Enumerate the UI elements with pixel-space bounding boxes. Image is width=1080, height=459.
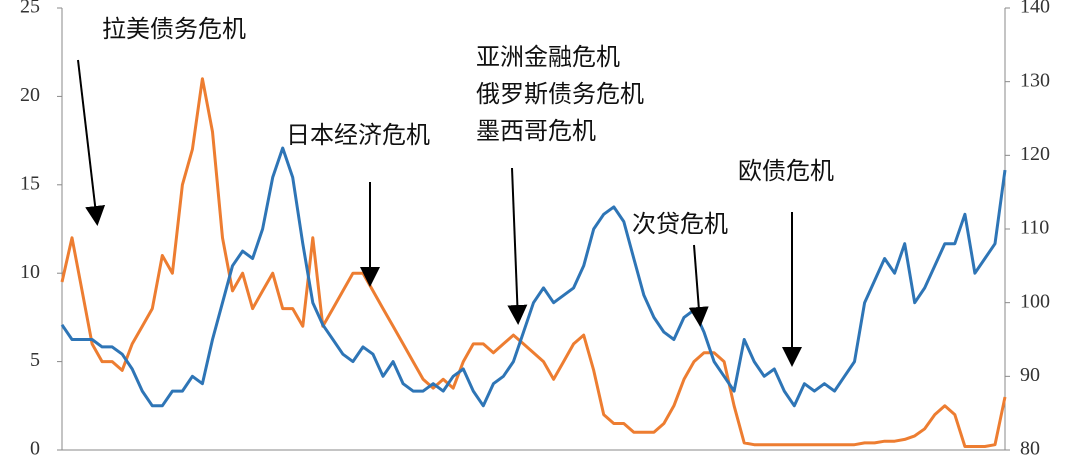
y-tick-label: 25 xyxy=(20,0,40,18)
y-tick-label: 0 xyxy=(30,438,40,459)
y-tick-label: 20 xyxy=(20,84,40,106)
y2-tick-label: 120 xyxy=(1020,143,1050,165)
y2-tick-label: 140 xyxy=(1020,0,1050,18)
y-tick-label: 15 xyxy=(20,172,40,194)
annotation: 日本经济危机 xyxy=(286,121,430,149)
arrow xyxy=(688,244,709,327)
y2-tick-label: 130 xyxy=(1020,69,1050,91)
line-series xyxy=(60,146,1007,408)
y2-tick-label: 110 xyxy=(1020,217,1049,239)
arrow xyxy=(507,167,528,325)
line-series xyxy=(60,77,1007,448)
y2-tick-label: 100 xyxy=(1020,290,1050,312)
annotation: 亚洲金融危机 xyxy=(476,43,620,71)
annotation: 墨西哥危机 xyxy=(476,117,596,145)
annotation: 拉美债务危机 xyxy=(102,15,246,43)
annotation: 俄罗斯债务危机 xyxy=(476,80,644,108)
y-tick-label: 5 xyxy=(30,349,40,371)
arrow xyxy=(77,59,106,226)
y-tick-label: 10 xyxy=(20,261,40,283)
y2-tick-label: 90 xyxy=(1020,364,1040,386)
annotation: 欧债危机 xyxy=(738,157,834,185)
y2-tick-label: 80 xyxy=(1020,438,1040,459)
annotation: 次贷危机 xyxy=(632,210,728,238)
